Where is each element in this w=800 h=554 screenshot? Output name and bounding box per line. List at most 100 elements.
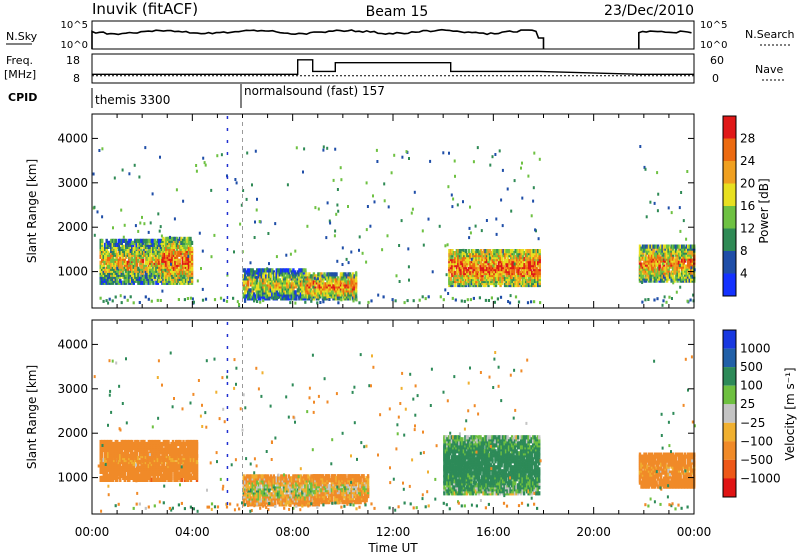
data-cell — [350, 278, 353, 283]
data-cell — [107, 240, 110, 245]
freq-right-tick-top: 60 — [710, 54, 724, 67]
data-cell — [162, 264, 165, 269]
data-cell — [184, 278, 188, 283]
data-cell — [517, 282, 520, 288]
data-cell — [512, 276, 516, 282]
data-cell — [116, 471, 119, 476]
data-cell — [667, 276, 670, 281]
data-cell — [220, 153, 223, 157]
data-cell — [485, 219, 488, 222]
data-cell — [187, 260, 191, 265]
data-cell — [463, 270, 466, 276]
data-cell — [455, 265, 459, 270]
data-cell — [659, 256, 663, 261]
data-cell — [254, 149, 257, 153]
data-cell — [452, 251, 456, 256]
data-cell — [532, 186, 535, 190]
data-cell — [135, 247, 138, 251]
data-cell — [286, 274, 289, 279]
data-cell — [176, 475, 179, 480]
data-cell — [125, 475, 128, 480]
data-cell — [478, 265, 481, 270]
data-cell — [386, 234, 389, 238]
data-cell — [500, 198, 503, 202]
data-cell — [110, 238, 113, 243]
data-cell — [342, 288, 346, 293]
data-cell — [640, 272, 643, 277]
data-cell — [147, 297, 150, 301]
data-cell — [657, 192, 660, 196]
data-cell — [470, 249, 474, 254]
data-cell — [189, 473, 193, 478]
data-cell — [268, 272, 271, 277]
data-cell — [520, 269, 523, 274]
freq-left-tick-top: 18 — [66, 54, 80, 67]
data-cell — [444, 244, 447, 248]
data-cell — [467, 267, 471, 272]
data-cell — [126, 473, 129, 478]
data-cell — [150, 256, 154, 261]
data-cell — [107, 451, 110, 457]
freq-left-unit: [MHz] — [4, 68, 36, 81]
data-cell — [289, 274, 292, 279]
data-cell — [169, 242, 173, 247]
data-cell — [141, 463, 145, 469]
data-cell — [491, 259, 495, 264]
data-cell — [506, 257, 510, 262]
data-cell — [335, 272, 338, 277]
data-cell — [119, 260, 122, 265]
data-cell — [167, 445, 170, 451]
data-cell — [523, 251, 526, 256]
data-cell — [240, 203, 243, 207]
data-cell — [110, 457, 113, 463]
data-cell — [673, 258, 676, 263]
data-cell — [314, 274, 317, 279]
data-cell — [532, 261, 535, 266]
noise-left-label: N.Sky — [6, 30, 38, 43]
data-cell — [242, 189, 245, 192]
data-cell — [532, 249, 535, 254]
data-cell — [120, 457, 123, 463]
data-cell — [647, 254, 651, 259]
data-cell — [172, 260, 176, 265]
data-cell — [527, 257, 531, 262]
data-cell — [272, 296, 275, 301]
data-cell — [407, 265, 410, 269]
data-cell — [144, 238, 148, 243]
data-cell — [390, 171, 393, 175]
data-cell — [298, 280, 301, 285]
data-cell — [190, 240, 194, 245]
data-cell — [257, 294, 260, 299]
data-cell — [259, 474, 262, 479]
data-cell — [497, 276, 501, 282]
data-cell — [685, 264, 688, 269]
data-cell — [488, 280, 492, 286]
data-cell — [478, 296, 481, 300]
data-cell — [144, 270, 148, 275]
data-cell — [673, 268, 676, 273]
data-cell — [159, 155, 161, 159]
data-cell — [500, 255, 504, 260]
data-cell — [508, 259, 511, 264]
data-cell — [143, 274, 146, 279]
data-cell — [262, 274, 265, 279]
data-cell — [116, 252, 119, 257]
y-tick-label: 2000 — [57, 220, 88, 234]
data-cell — [168, 252, 171, 257]
data-cell — [303, 147, 306, 151]
data-cell — [112, 226, 114, 230]
data-cell — [164, 445, 167, 451]
data-cell — [152, 439, 155, 445]
data-cell — [290, 288, 294, 293]
data-cell — [277, 292, 280, 297]
data-cell — [643, 270, 646, 275]
data-cell — [192, 469, 196, 474]
data-cell — [140, 439, 143, 445]
data-cell — [195, 439, 199, 445]
data-cell — [179, 471, 182, 476]
data-cell — [329, 272, 332, 277]
data-cell — [469, 298, 472, 302]
data-cell — [186, 244, 189, 249]
data-cell — [507, 300, 510, 303]
